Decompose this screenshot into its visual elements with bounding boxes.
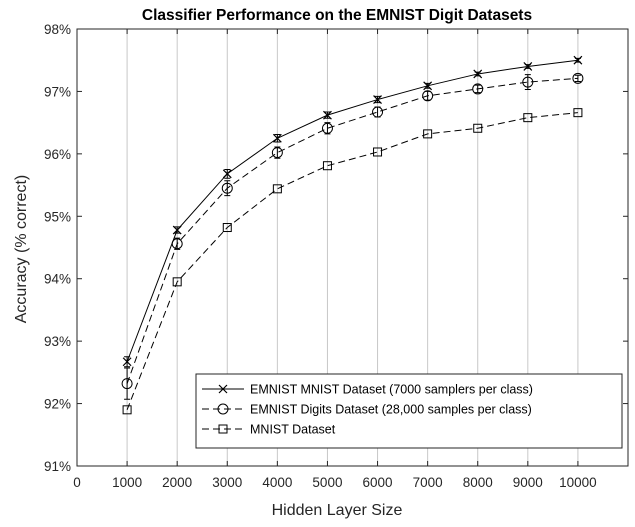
data-point: [423, 81, 433, 91]
x-tick-label: 4000: [262, 475, 292, 490]
data-point: [272, 184, 282, 194]
series: [122, 55, 583, 368]
data-point: [473, 69, 483, 79]
error-bar: [274, 146, 281, 159]
series-line: [126, 59, 578, 362]
data-point: [221, 182, 233, 194]
x-tick-label: 1000: [112, 475, 142, 490]
data-point: [172, 277, 182, 287]
data-point: [321, 122, 333, 134]
x-tick-label: 3000: [212, 475, 242, 490]
data-point: [122, 405, 132, 415]
data-point: [422, 90, 434, 102]
data-point: [573, 108, 583, 118]
y-tick-label: 98%: [44, 22, 71, 37]
error-bar: [374, 106, 381, 118]
data-point: [373, 95, 382, 104]
x-tick-label: 8000: [463, 475, 493, 490]
y-tick-label: 95%: [44, 209, 71, 224]
data-point: [172, 225, 182, 235]
legend-marker: [217, 403, 229, 415]
chart-title: Classifier Performance on the EMNIST Dig…: [142, 7, 532, 24]
error-bar: [174, 237, 181, 250]
data-point: [222, 169, 232, 179]
data-point: [572, 72, 584, 84]
data-point: [122, 357, 132, 367]
x-tick-label: 7000: [413, 475, 443, 490]
data-point: [322, 161, 332, 171]
error-bar: [124, 367, 131, 400]
x-axis-label: Hidden Layer Size: [272, 502, 403, 519]
data-point: [373, 147, 383, 157]
data-point: [121, 378, 133, 390]
x-tick-label: 0: [73, 475, 81, 490]
series-group: [121, 55, 584, 415]
data-point: [472, 83, 484, 95]
data-point: [171, 238, 183, 250]
y-tick-label: 91%: [44, 459, 71, 474]
legend-label: EMNIST Digits Dataset (28,000 samples pe…: [250, 403, 532, 417]
y-tick-label: 93%: [44, 334, 71, 349]
legend-marker: [218, 384, 228, 394]
data-point: [522, 76, 534, 88]
x-tick-label: 10000: [559, 475, 597, 490]
error-bar: [324, 122, 331, 135]
error-bar: [424, 90, 431, 101]
legend-box: [195, 373, 623, 449]
y-tick-label: 92%: [44, 397, 71, 412]
y-axis-label: Accuracy (% correct): [13, 175, 30, 323]
data-point: [423, 129, 433, 139]
legend: EMNIST MNIST Dataset (7000 samplers per …: [195, 373, 623, 449]
data-point: [323, 110, 332, 120]
data-point: [272, 133, 282, 143]
y-tick-label: 96%: [44, 147, 71, 162]
data-point: [473, 123, 483, 133]
series: [122, 108, 583, 415]
data-point: [222, 223, 232, 233]
series: [121, 72, 584, 400]
axis-ticks: 0 1000 2000 3000 4000 5000 6000 7000 8000 9000 100…: [44, 22, 628, 490]
data-point: [372, 106, 384, 118]
legend-label: EMNIST MNIST Dataset (7000 samplers per …: [250, 383, 533, 397]
x-tick-label: 9000: [513, 475, 543, 490]
error-bar: [574, 74, 581, 82]
error-bar: [474, 84, 481, 94]
x-tick-label: 6000: [363, 475, 393, 490]
data-point: [523, 62, 533, 71]
plot-frame: [76, 28, 629, 467]
legend-marker: [218, 424, 228, 434]
legend-label: MNIST Dataset: [250, 423, 336, 437]
data-point: [271, 147, 283, 159]
series-line: [126, 112, 578, 410]
x-tick-label: 2000: [162, 475, 192, 490]
y-tick-label: 97%: [44, 84, 71, 99]
data-point: [523, 113, 533, 123]
x-tick-label: 5000: [312, 475, 342, 490]
series-line: [126, 77, 578, 384]
data-point: [573, 55, 583, 65]
y-tick-label: 94%: [44, 272, 71, 287]
